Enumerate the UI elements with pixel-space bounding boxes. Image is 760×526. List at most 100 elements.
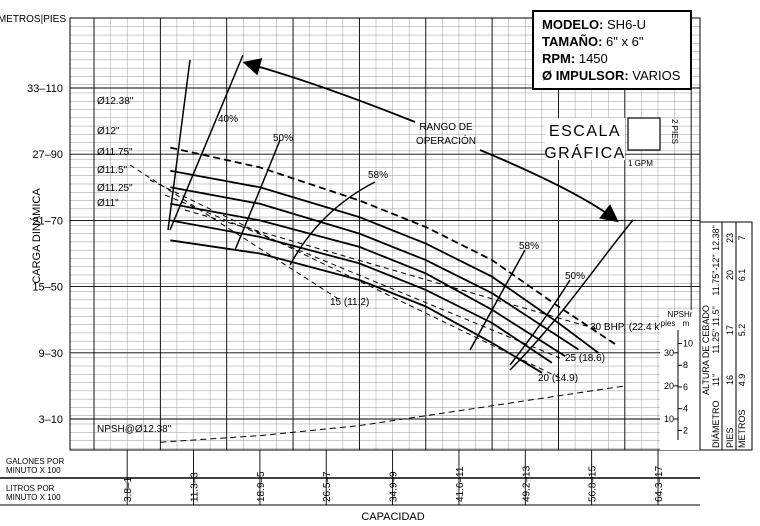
size-label: TAMAÑO:: [542, 34, 603, 49]
priming-table-cell: 12.38": [711, 225, 721, 251]
impeller-curve-label: Ø12": [97, 126, 120, 137]
npshr-unit-m: m: [683, 319, 690, 328]
operating-range-boundary: [169, 54, 634, 371]
npsh-curve: [160, 385, 625, 443]
priming-table-cell: 11.25" 11.5": [711, 306, 721, 354]
y-tick-label: 27–90: [32, 149, 63, 161]
scale-label-line1: ESCALA: [549, 123, 621, 140]
power-line: [149, 179, 561, 379]
impeller-curve-label: Ø11.25": [97, 183, 133, 194]
impeller-curve-label: Ø11": [97, 198, 119, 209]
power-line: [129, 164, 341, 301]
model-value: SH6-U: [607, 17, 647, 32]
efficiency-curve: [234, 139, 281, 251]
x-tick-label: 11.3–3: [190, 472, 201, 502]
y-unit-label: METROS|PIES: [0, 14, 66, 25]
x-tick-label: 3.8–1: [123, 477, 134, 502]
x-tick-label: 64.3–17: [654, 465, 665, 502]
priming-table-title: ALTURA DE CEBADO: [701, 305, 711, 395]
npshr-m-tick: 4: [683, 404, 688, 414]
operating-range-label-line2: OPERACIÓN: [416, 134, 476, 147]
priming-table-cell: 17: [725, 325, 735, 335]
operating-range-arrow: [479, 149, 619, 223]
npshr-m-tick: 8: [683, 360, 688, 370]
efficiency-label: 58%: [519, 241, 539, 252]
y-tick-label: 3–10: [39, 414, 63, 426]
size-value: 6" x 6": [606, 34, 644, 49]
priming-table: [699, 221, 753, 451]
efficiency-curve: [289, 181, 376, 266]
priming-table-cell: 5.2: [737, 324, 747, 337]
x-tick-label: 49.2–13: [521, 465, 532, 502]
operating-range-arrow: [242, 58, 416, 123]
power-line: [164, 194, 561, 359]
priming-table-cell: 20: [725, 270, 735, 280]
priming-table-row-label: PIES: [725, 427, 735, 448]
x-axis-title: CAPACIDAD: [361, 511, 424, 523]
y-tick-label: 9–30: [39, 348, 63, 360]
x-tick-label: 34.9–9: [389, 471, 400, 502]
impeller-curve: [170, 146, 619, 347]
scale-background: [545, 118, 625, 160]
scale-feet-label: 2 PIES: [670, 119, 679, 144]
impeller-value: VARIOS: [632, 68, 681, 83]
rpm-value: 1450: [578, 51, 608, 66]
priming-table-cell: 6.1: [737, 269, 747, 282]
impeller-curve: [170, 202, 566, 357]
npshr-ft-tick: 30: [664, 348, 674, 358]
efficiency-label: 50%: [273, 133, 293, 144]
pump-info-box: MODELO: SH6-U TAMAÑO: 6" x 6" RPM: 1450 …: [532, 10, 692, 90]
operating-range-label-line1: RANGO DE: [419, 122, 473, 133]
impeller-label: Ø IMPULSOR:: [542, 68, 629, 83]
efficiency-label: 50%: [565, 271, 585, 282]
impeller-curve: [170, 169, 599, 354]
x-tick-label: 41.6–11: [455, 466, 466, 502]
x-tick-label: 26.5–7: [322, 471, 333, 502]
npshr-m-tick: 6: [683, 382, 688, 392]
lpm-axis-label-line2: MINUTO X 100: [6, 493, 61, 502]
priming-table-cell: 7: [737, 235, 747, 240]
npsh-curve-label: NPSH@Ø12.38": [97, 424, 172, 435]
x-tick-label: 56.8–15: [588, 465, 599, 502]
scale-label-line2: GRÁFICA: [544, 143, 626, 162]
npshr-ft-tick: 20: [664, 381, 674, 391]
efficiency-curve: [167, 59, 191, 231]
npshr-m-tick: 2: [683, 425, 688, 435]
impeller-curve: [170, 239, 543, 374]
efficiency-label: 58%: [368, 170, 388, 181]
npshr-background: [660, 310, 700, 450]
power-label: 30 BHP, (22.4 kW): [590, 322, 672, 333]
priming-table-row-label: DIÁMETRO: [711, 400, 721, 448]
priming-table-cell: 4.9: [737, 374, 747, 387]
model-label: MODELO:: [542, 17, 604, 32]
npshr-ft-tick: 10: [664, 414, 674, 424]
npshr-unit-ft: pies: [661, 319, 676, 328]
efficiency-curve: [469, 249, 526, 351]
y-axis-title: CARGA DINÁMICA: [30, 188, 43, 284]
gpm-axis-label-line1: GALONES POR: [6, 457, 64, 466]
priming-table-cell: 16: [725, 375, 735, 385]
y-tick-label: 21–70: [32, 215, 63, 227]
x-tick-label: 18.9–5: [256, 471, 267, 502]
npshr-m-tick: 10: [683, 339, 693, 349]
priming-table-cell: 11": [711, 374, 721, 387]
rpm-label: RPM:: [542, 51, 576, 66]
y-tick-label: 33–110: [27, 83, 63, 95]
priming-table-cell: 11.75"-12": [711, 254, 721, 295]
efficiency-curve: [509, 279, 571, 366]
gpm-axis-label-line2: MINUTO X 100: [6, 466, 61, 475]
efficiency-label: 40%: [218, 114, 238, 125]
scale-gpm-label: 1 GPM: [628, 159, 653, 168]
priming-table-row-label: METROS: [737, 409, 747, 448]
y-tick-label: 15–50: [32, 282, 63, 294]
impeller-curve-label: Ø12.38": [97, 96, 134, 107]
power-line: [184, 209, 601, 331]
power-label: 25 (18.6): [565, 353, 605, 364]
scale-box: [627, 117, 661, 151]
impeller-curve: [170, 219, 553, 364]
impeller-curve-label: Ø11.5": [97, 165, 127, 176]
lpm-axis-label-line1: LITROS POR: [6, 484, 55, 493]
power-label: 15 (11.2): [330, 297, 369, 308]
power-label: 20 (14.9): [538, 373, 578, 384]
